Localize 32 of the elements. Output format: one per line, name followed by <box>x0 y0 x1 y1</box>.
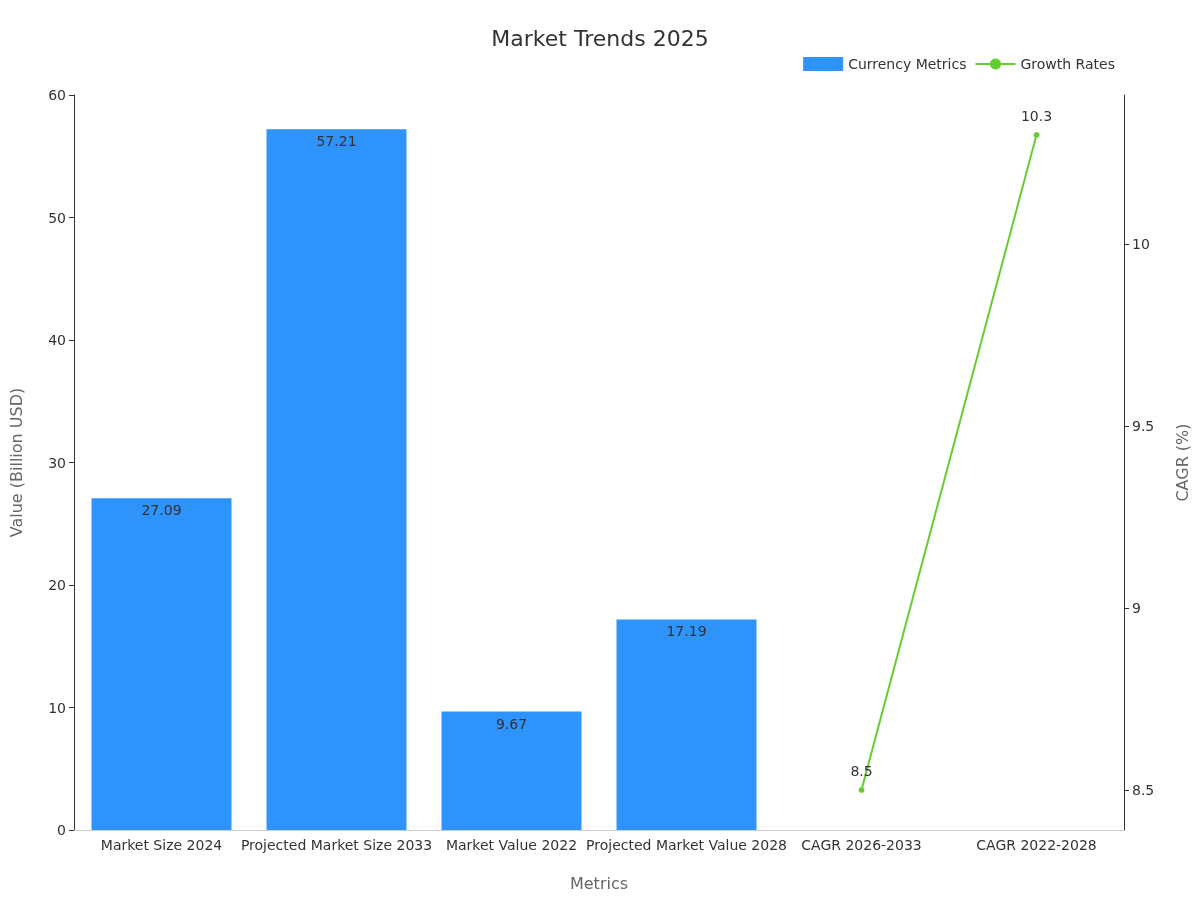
y2-tick-label: 9.5 <box>1132 418 1155 435</box>
y-tick-label: 20 <box>48 577 66 593</box>
chart-title: Market Trends 2025 <box>491 25 709 51</box>
x-tick-label: CAGR 2026-2033 <box>801 837 922 853</box>
legend-label: Growth Rates <box>1020 56 1116 72</box>
y2-tick-label: 10 <box>1132 236 1150 253</box>
y-axis-title: Value (Billion USD) <box>6 387 26 538</box>
data-label: 10.3 <box>1020 108 1053 125</box>
y2-axis-title: CAGR (%) <box>1172 423 1192 502</box>
x-tick-label: Market Value 2022 <box>445 837 578 853</box>
data-label: 9.67 <box>495 715 528 732</box>
x-tick-label: Projected Market Value 2028 <box>586 837 787 853</box>
data-label: 17.19 <box>666 623 707 640</box>
y-tick-label: 30 <box>48 454 66 471</box>
bar <box>441 711 582 830</box>
legend-label: Currency Metrics <box>848 56 967 72</box>
x-axis-title: Metrics <box>569 873 629 893</box>
bar <box>616 619 757 830</box>
y2-tick-label: 8.5 <box>1132 781 1155 798</box>
y-tick-label: 0 <box>57 822 66 838</box>
bar <box>266 129 407 830</box>
x-tick-label: Projected Market Size 2033 <box>240 837 433 853</box>
y-tick-label: 40 <box>48 332 66 348</box>
y-tick-label: 50 <box>48 209 66 226</box>
y2-tick-label: 9 <box>1132 600 1141 617</box>
x-tick-label: Market Size 2024 <box>100 837 223 853</box>
data-label: 27.09 <box>141 502 182 519</box>
y-tick-label: 10 <box>48 699 66 716</box>
x-tick-label: CAGR 2022-2028 <box>976 837 1097 853</box>
data-label: 57.21 <box>316 133 357 150</box>
y-tick-label: 60 <box>48 87 66 103</box>
bar <box>91 498 232 830</box>
